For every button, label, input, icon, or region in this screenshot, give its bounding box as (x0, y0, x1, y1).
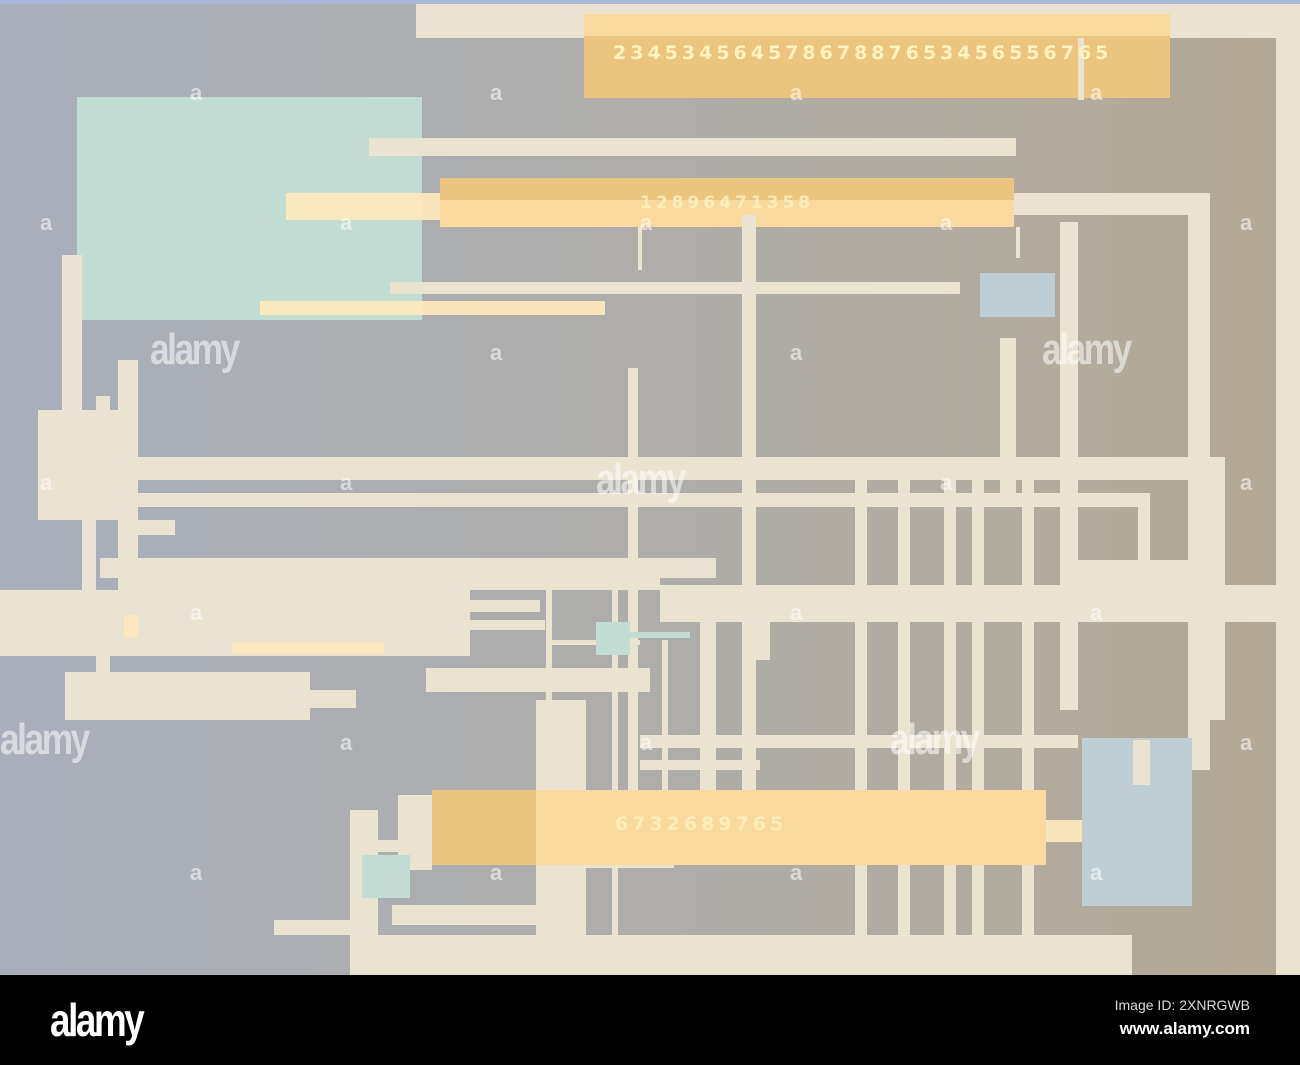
alamy-a-icon: a (1090, 600, 1103, 625)
shape-block (630, 632, 690, 638)
alamy-a-icon: a (340, 210, 353, 235)
shape-block (972, 480, 984, 940)
shape-block (65, 672, 310, 720)
number-string-top: 23453456457867887653456556765 (613, 42, 1113, 64)
shape-block (138, 457, 1225, 480)
site-link[interactable]: www.alamy.com (1119, 1019, 1250, 1038)
watermark-text: alamy (596, 455, 686, 504)
alamy-a-icon: a (1240, 730, 1253, 755)
shape-block (274, 920, 350, 935)
alamy-a-icon: a (640, 210, 653, 235)
shape-block (1138, 493, 1150, 560)
shape-block (378, 840, 432, 852)
shape-block (96, 396, 110, 420)
shape-block (612, 575, 618, 935)
watermark-text: alamy (1042, 325, 1132, 374)
alamy-a-icon: a (1240, 210, 1253, 235)
shape-block (362, 855, 410, 898)
shape-block (124, 615, 138, 638)
shape-block (440, 200, 1014, 227)
shape-block (369, 138, 1016, 156)
alamy-a-icon: a (1090, 860, 1103, 885)
watermark-text: alamy (150, 325, 240, 374)
alamy-a-icon: a (790, 860, 803, 885)
alamy-a-icon: a (190, 80, 203, 105)
number-string-bottom: 6732689765 (615, 813, 788, 835)
shape-block (662, 640, 668, 790)
shape-block (855, 480, 867, 940)
alamy-a-icon: a (790, 600, 803, 625)
shape-block (700, 622, 716, 810)
abstract-artwork: 23453456457867887653456556765 1289647135… (0, 0, 1300, 975)
number-string-middle: 12896471358 (640, 193, 815, 213)
alamy-a-icon: a (1090, 80, 1103, 105)
shape-block (1133, 740, 1150, 785)
alamy-a-icon: a (640, 730, 653, 755)
shape-block (470, 600, 540, 612)
alamy-a-icon: a (940, 470, 953, 495)
shape-block (130, 578, 660, 590)
shape-block (232, 642, 384, 654)
alamy-logo: alamy (50, 994, 145, 1046)
alamy-a-icon: a (940, 210, 953, 235)
alamy-a-icon: a (490, 80, 503, 105)
shape-block (286, 193, 440, 220)
alamy-a-icon: a (490, 340, 503, 365)
shape-block (1060, 560, 1195, 585)
shape-block (82, 520, 96, 590)
shape-block (898, 480, 910, 940)
shape-block (584, 14, 1170, 36)
shape-block (638, 227, 642, 270)
image-id: Image ID: 2XNRGWB (1114, 997, 1250, 1013)
shape-block (392, 905, 540, 925)
shape-block (756, 622, 770, 660)
alamy-a-icon: a (40, 470, 53, 495)
shape-block (596, 622, 630, 655)
alamy-a-icon: a (790, 340, 803, 365)
alamy-a-icon: a (1240, 470, 1253, 495)
shape-block (1016, 227, 1020, 258)
shape-block (118, 360, 138, 600)
shape-block (1276, 4, 1300, 975)
shape-block (310, 690, 356, 708)
shape-block (980, 273, 1055, 317)
alamy-a-icon: a (340, 470, 353, 495)
shape-block (944, 480, 956, 940)
shape-block (390, 282, 960, 294)
shape-block (96, 656, 110, 672)
shape-block (742, 215, 756, 800)
shape-block (536, 790, 1046, 865)
alamy-a-icon: a (490, 860, 503, 885)
footer-bar: alamy Image ID: 2XNRGWB www.alamy.com (0, 975, 1300, 1065)
shape-block (350, 935, 1132, 975)
alamy-a-icon: a (190, 600, 203, 625)
shape-block (1225, 585, 1276, 605)
shape-block (628, 368, 638, 850)
shape-block (1014, 193, 1210, 215)
shape-block (138, 493, 1150, 507)
alamy-a-icon: a (190, 860, 203, 885)
shape-block (1078, 38, 1084, 100)
alamy-a-icon: a (40, 210, 53, 235)
shape-block (640, 735, 1078, 748)
shape-block (470, 620, 545, 630)
shape-block (100, 558, 716, 578)
top-border (0, 0, 1300, 4)
shape-block (1022, 480, 1034, 940)
shape-block (138, 520, 175, 535)
shape-block (660, 585, 1276, 622)
alamy-a-icon: a (790, 80, 803, 105)
watermark-text: alamy (890, 715, 980, 764)
watermark-text: alamy (0, 715, 90, 764)
shape-block (546, 575, 552, 700)
shape-block (260, 301, 605, 315)
alamy-a-icon: a (340, 730, 353, 755)
